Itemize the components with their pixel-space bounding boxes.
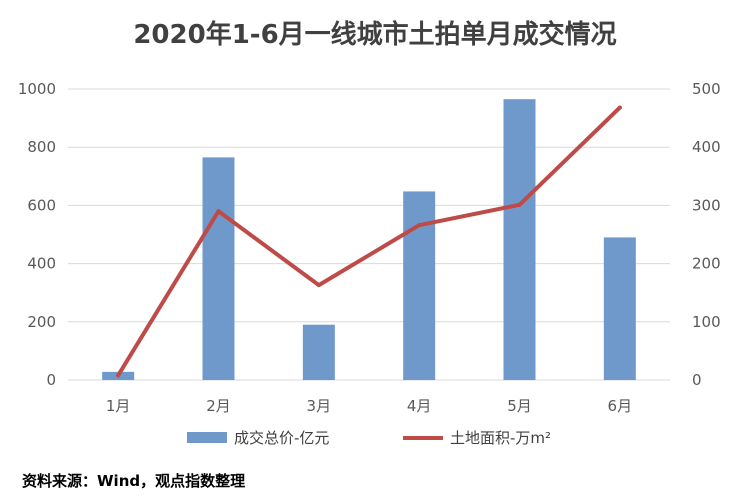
right-tick-label: 300 [692,196,721,214]
bar [603,237,636,380]
line-point [417,223,422,228]
legend-swatch-bar [187,432,227,443]
bar [403,191,436,380]
line-series [116,105,622,378]
x-tick-label: 3月 [307,397,332,415]
bar [302,324,335,380]
left-tick-label: 1000 [18,80,56,98]
bar [202,157,235,380]
right-tick-label: 200 [692,255,721,273]
line-point [216,209,221,214]
left-axis-ticks: 0 200 400 600 800 1000 [18,80,56,389]
left-tick-label: 0 [46,371,56,389]
x-axis-ticks: 1月 2月 3月 4月 5月 6月 [106,397,632,415]
x-tick-label: 2月 [206,397,231,415]
bar [503,99,536,380]
gridlines [68,88,670,381]
line-point [116,373,121,378]
line-path [116,105,622,378]
bar-series [102,99,636,380]
right-tick-label: 400 [692,138,721,156]
legend-label-bar: 成交总价-亿元 [234,429,329,447]
x-tick-label: 5月 [507,397,532,415]
left-tick-label: 200 [27,313,56,331]
right-axis-ticks: 0 100 200 300 400 500 [692,80,721,389]
line-point [316,283,321,288]
right-tick-label: 100 [692,313,721,331]
right-tick-label: 0 [692,371,702,389]
line-point [517,202,522,207]
source-note: 资料来源：Wind，观点指数整理 [22,472,245,490]
legend-label-line: 土地面积-万m² [450,429,551,447]
left-tick-label: 600 [27,196,56,214]
x-tick-label: 6月 [608,397,633,415]
chart-title: 2020年1-6月一线城市土拍单月成交情况 [133,19,616,50]
line-point [617,105,622,110]
x-tick-label: 1月 [106,397,131,415]
right-tick-label: 500 [692,80,721,98]
legend: 成交总价-亿元 土地面积-万m² [187,429,551,447]
x-tick-label: 4月 [407,397,432,415]
left-tick-label: 800 [27,138,56,156]
left-tick-label: 400 [27,255,56,273]
